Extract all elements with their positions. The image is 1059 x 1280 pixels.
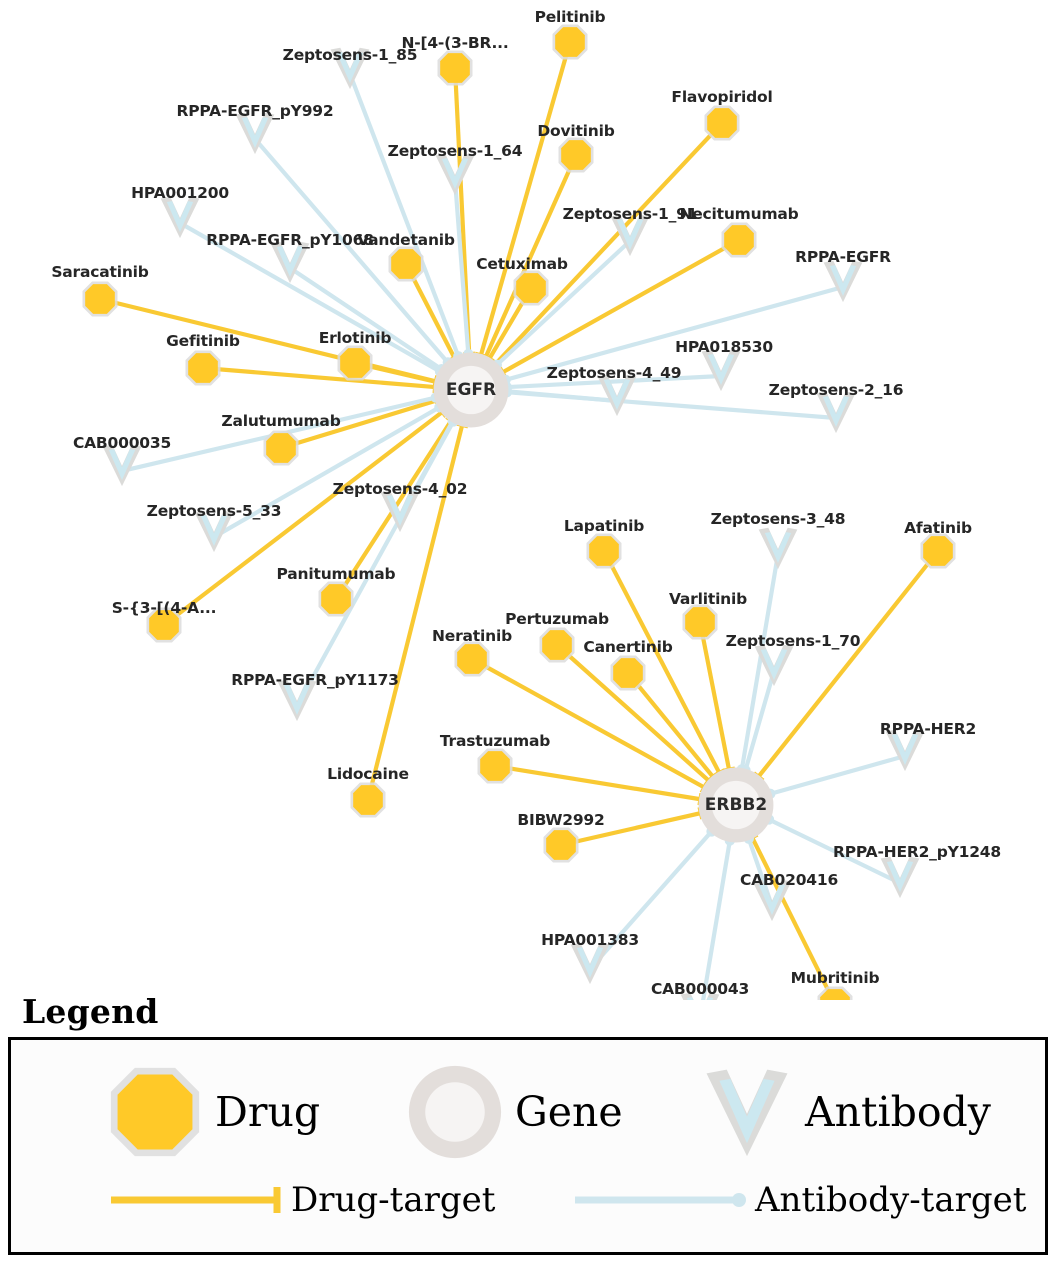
legend-item-drug-target: Drug-target xyxy=(107,1180,495,1220)
legend-label-drug-target: Drug-target xyxy=(291,1180,496,1220)
antibody-target-edge xyxy=(177,220,443,374)
antibody-target-edge xyxy=(252,136,450,365)
antibody-node[interactable] xyxy=(570,942,610,985)
antibody-target-edge xyxy=(494,238,633,367)
antibody-node[interactable] xyxy=(816,391,856,434)
legend-item-drug: Drug xyxy=(107,1062,320,1162)
antibody-target-edge xyxy=(743,668,777,773)
gene-icon xyxy=(408,1065,502,1159)
antibody-target-edge xyxy=(504,373,724,390)
drug-target-edge xyxy=(162,410,444,627)
drug-node[interactable] xyxy=(552,24,588,60)
drug-node[interactable] xyxy=(350,782,386,818)
drug-node[interactable] xyxy=(704,105,740,141)
antibody-target-edge xyxy=(287,265,444,372)
drug-node[interactable] xyxy=(146,607,182,643)
legend-item-antibody-target: Antibody-target xyxy=(571,1180,1026,1220)
drug-target-edge xyxy=(280,398,438,451)
drug-node[interactable] xyxy=(558,137,594,173)
legend-edges-row: Drug-target Antibody-target xyxy=(11,1180,1045,1242)
drug-node[interactable] xyxy=(513,270,549,306)
drug-target-edge xyxy=(560,810,702,848)
drug-target-edge xyxy=(750,836,836,1000)
antibody-node[interactable] xyxy=(701,349,741,392)
drug-node[interactable] xyxy=(82,281,118,317)
antibody-node[interactable] xyxy=(823,260,863,303)
legend: Legend Drug Gene Antibody xyxy=(8,992,1048,1274)
antibody-icon xyxy=(706,1069,788,1157)
drug-target-edge xyxy=(501,238,741,375)
legend-item-gene: Gene xyxy=(407,1062,623,1162)
antibody-target-edge xyxy=(347,71,461,359)
legend-label-antibody-target: Antibody-target xyxy=(755,1180,1027,1220)
antibody-target-edge-icon xyxy=(575,1193,746,1207)
drug-node[interactable] xyxy=(539,627,575,663)
drug-target-edge xyxy=(494,763,701,802)
drug-target-edge xyxy=(626,671,715,779)
gene-node-erbb2[interactable] xyxy=(698,767,774,843)
drug-target-edge xyxy=(494,121,724,366)
drug-node[interactable] xyxy=(920,533,956,569)
drug-target-edge xyxy=(452,67,472,355)
legend-shapes-row: Drug Gene Antibody xyxy=(11,1062,1045,1162)
legend-label-gene: Gene xyxy=(515,1087,623,1136)
antibody-node[interactable] xyxy=(435,153,475,196)
drug-node[interactable] xyxy=(337,345,373,381)
drug-target-edge xyxy=(202,365,436,390)
antibody-node[interactable] xyxy=(277,679,317,722)
antibody-target-edge xyxy=(768,753,908,796)
drug-target-edge xyxy=(478,41,573,356)
antibody-target-edge xyxy=(503,284,846,382)
network-graph xyxy=(82,24,956,1000)
antibody-node[interactable] xyxy=(885,729,925,772)
drug-node[interactable] xyxy=(263,430,299,466)
drug-node[interactable] xyxy=(610,655,646,691)
antibody-target-edge xyxy=(739,551,781,772)
drug-node[interactable] xyxy=(543,827,579,863)
legend-box: Drug Gene Antibody Dru xyxy=(8,1037,1048,1255)
drug-target-edge xyxy=(756,549,940,779)
drug-node[interactable] xyxy=(437,50,473,86)
antibody-target-edge xyxy=(587,829,714,972)
antibody-target-edge xyxy=(452,177,471,357)
legend-label-antibody: Antibody xyxy=(805,1087,991,1136)
antibody-node[interactable] xyxy=(758,527,798,570)
legend-item-antibody: Antibody xyxy=(701,1062,991,1162)
drug-node[interactable] xyxy=(185,350,221,386)
antibody-node[interactable] xyxy=(330,47,370,90)
antibody-target-edge xyxy=(701,838,732,1000)
drug-node[interactable] xyxy=(454,641,490,677)
antibody-target-edge xyxy=(294,419,456,709)
gene-node-egfr[interactable] xyxy=(433,352,509,428)
antibody-target-edge xyxy=(504,390,839,421)
drug-target-edge xyxy=(602,550,722,775)
drug-node[interactable] xyxy=(682,604,718,640)
legend-title: Legend xyxy=(22,992,159,1031)
drug-target-edge xyxy=(483,154,578,358)
antibody-target-edge xyxy=(211,405,442,540)
antibody-target-edge xyxy=(766,817,903,886)
drug-node[interactable] xyxy=(586,533,622,569)
drug-node[interactable] xyxy=(318,581,354,617)
drug-icon xyxy=(110,1067,200,1157)
edges-layer xyxy=(99,41,940,1000)
drug-node[interactable] xyxy=(721,222,757,258)
legend-label-drug: Drug xyxy=(215,1087,321,1136)
drug-node[interactable] xyxy=(477,748,513,784)
antibody-node[interactable] xyxy=(102,444,142,487)
drug-target-edge xyxy=(697,621,732,771)
drug-target-edge-icon xyxy=(111,1187,281,1213)
antibody-node[interactable] xyxy=(235,112,275,155)
drug-target-edge xyxy=(365,424,465,801)
drug-target-edge xyxy=(555,643,711,783)
nodes-layer xyxy=(82,24,956,1000)
drug-target-edge xyxy=(470,657,706,790)
drug-node[interactable] xyxy=(388,246,424,282)
